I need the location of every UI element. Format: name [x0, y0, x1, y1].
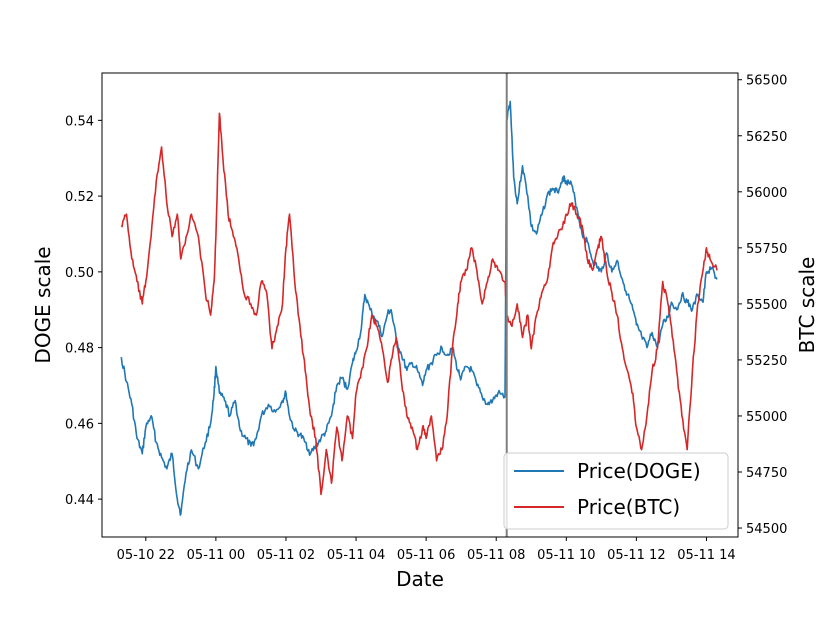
- legend-label-doge: Price(DOGE): [577, 459, 701, 483]
- y-right-axis-label: BTC scale: [795, 257, 819, 354]
- x-tick-label: 05-10 22: [117, 548, 175, 563]
- y-left-tick-label: 0.48: [65, 342, 94, 357]
- x-axis-label: Date: [396, 567, 444, 591]
- y-right-tick-label: 54500: [746, 522, 787, 537]
- x-tick-label: 05-11 04: [327, 548, 385, 563]
- x-axis-ticks: 05-10 22 05-11 00 05-11 02 05-11 04 05-11 06…: [117, 537, 736, 563]
- y-right-tick-label: 56250: [746, 130, 787, 145]
- y-left-tick-label: 0.50: [65, 266, 94, 281]
- legend-label-btc: Price(BTC): [577, 495, 680, 519]
- y-right-tick-label: 55750: [746, 242, 787, 257]
- y-left-tick-label: 0.46: [65, 417, 94, 432]
- y-left-tick-label: 0.52: [65, 190, 94, 205]
- y-right-axis-ticks: 54500 54750 55000 55250 55500 55750 56000 56250…: [738, 74, 787, 537]
- x-tick-label: 05-11 10: [537, 548, 595, 563]
- y-left-axis-label: DOGE scale: [31, 246, 55, 363]
- y-left-tick-label: 0.44: [65, 493, 94, 508]
- y-right-tick-label: 54750: [746, 466, 787, 481]
- y-right-tick-label: 55250: [746, 354, 787, 369]
- x-tick-label: 05-11 08: [467, 548, 525, 563]
- series-layer: [120, 100, 718, 516]
- y-left-axis-ticks: 0.44 0.46 0.48 0.50 0.52 0.54: [65, 114, 102, 508]
- y-right-tick-label: 55500: [746, 298, 787, 313]
- y-right-tick-label: 56500: [746, 74, 787, 89]
- x-tick-label: 05-11 06: [397, 548, 455, 563]
- y-right-tick-label: 56000: [746, 186, 787, 201]
- plot-frame: [101, 72, 739, 538]
- x-tick-label: 05-11 14: [677, 548, 735, 563]
- y-left-tick-label: 0.54: [65, 114, 94, 129]
- y-right-tick-label: 55000: [746, 410, 787, 425]
- x-tick-label: 05-11 00: [187, 548, 245, 563]
- x-tick-label: 05-11 02: [257, 548, 315, 563]
- legend: Price(DOGE) Price(BTC): [503, 452, 729, 530]
- series-line-btc: [120, 112, 718, 496]
- x-tick-label: 05-11 12: [607, 548, 665, 563]
- series-line-doge: [120, 100, 718, 516]
